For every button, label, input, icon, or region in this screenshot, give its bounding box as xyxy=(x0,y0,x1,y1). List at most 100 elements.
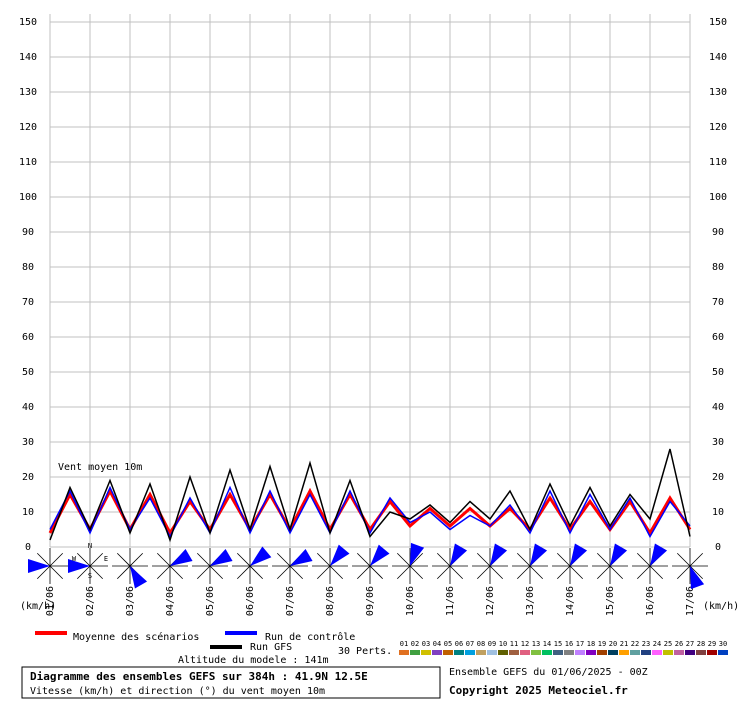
perturbation-swatch xyxy=(619,650,629,655)
x-tick-label: 05/06 xyxy=(205,586,216,616)
perturbation-label: 17 xyxy=(576,640,584,648)
y-tick-label: 20 xyxy=(22,472,34,483)
compass-label: W xyxy=(72,555,77,563)
perturbations-label: 30 Perts. xyxy=(338,646,392,657)
compass-label: N xyxy=(88,542,92,550)
perturbation-label: 09 xyxy=(488,640,496,648)
y-unit-left: (km/h) xyxy=(20,601,56,612)
y-tick-label: 80 xyxy=(22,262,34,273)
perturbation-swatch xyxy=(608,650,618,655)
perturbation-swatch xyxy=(630,650,640,655)
wind-direction xyxy=(330,544,350,566)
perturbation-label: 18 xyxy=(587,640,595,648)
wind-direction xyxy=(68,559,90,573)
perturbation-swatch xyxy=(432,650,442,655)
x-tick-label: 15/06 xyxy=(605,586,616,616)
y-tick-label: 40 xyxy=(22,402,34,413)
x-tick-label: 01/06 xyxy=(45,586,56,616)
perturbation-swatch xyxy=(531,650,541,655)
y-tick-label: 30 xyxy=(22,437,34,448)
x-tick-label: 14/06 xyxy=(565,586,576,616)
legend-label: Run de contrôle xyxy=(265,631,355,643)
y-tick-label: 0 xyxy=(25,542,31,553)
perturbation-label: 15 xyxy=(554,640,562,648)
y-tick-label: 120 xyxy=(19,122,37,133)
perturbation-label: 10 xyxy=(499,640,507,648)
y-tick-label-right: 0 xyxy=(715,542,721,553)
altitude: Altitude du modele : 141m xyxy=(178,655,329,666)
x-tick-label: 09/06 xyxy=(365,586,376,616)
wind-direction xyxy=(570,543,588,566)
y-tick-label-right: 10 xyxy=(712,507,724,518)
perturbation-swatch xyxy=(707,650,717,655)
perturbation-label: 12 xyxy=(521,640,529,648)
wind-direction xyxy=(169,548,193,566)
perturbation-label: 19 xyxy=(598,640,606,648)
perturbation-swatch xyxy=(663,650,673,655)
perturbation-swatch xyxy=(542,650,552,655)
x-tick-label: 03/06 xyxy=(125,586,136,616)
perturbation-swatch xyxy=(520,650,530,655)
perturbation-label: 30 xyxy=(719,640,727,648)
y-tick-label-right: 110 xyxy=(709,157,727,168)
wind-direction xyxy=(370,544,390,566)
perturbation-label: 14 xyxy=(543,640,551,648)
perturbation-swatch xyxy=(399,650,409,655)
perturbation-label: 21 xyxy=(620,640,628,648)
wind-direction xyxy=(690,566,705,590)
series-line xyxy=(48,487,692,537)
perturbation-swatch xyxy=(652,650,662,655)
info-box xyxy=(21,666,441,699)
perturbation-swatch xyxy=(718,650,728,655)
y-tick-label: 90 xyxy=(22,227,34,238)
perturbation-swatch xyxy=(509,650,519,655)
copyright: Copyright 2025 Meteociel.fr xyxy=(449,684,628,697)
y-tick-label: 110 xyxy=(19,157,37,168)
wind-direction xyxy=(290,548,313,566)
perturbation-swatch xyxy=(487,650,497,655)
wind-direction xyxy=(130,566,148,589)
perturbation-swatch xyxy=(553,650,563,655)
compass-label: S xyxy=(88,572,92,580)
y-tick-label-right: 80 xyxy=(712,262,724,273)
perturbation-swatch xyxy=(575,650,585,655)
y-tick-label-right: 90 xyxy=(712,227,724,238)
x-tick-label: 16/06 xyxy=(645,586,656,616)
perturbation-swatch xyxy=(597,650,607,655)
perturbation-label: 25 xyxy=(664,640,672,648)
y-tick-label: 10 xyxy=(22,507,34,518)
perturbation-label: 04 xyxy=(433,640,441,648)
perturbation-label: 29 xyxy=(708,640,716,648)
y-tick-label: 130 xyxy=(19,87,37,98)
x-tick-label: 06/06 xyxy=(245,586,256,616)
wind-direction xyxy=(650,543,668,566)
perturbation-label: 06 xyxy=(455,640,463,648)
y-tick-label-right: 50 xyxy=(712,367,724,378)
y-tick-label-right: 120 xyxy=(709,122,727,133)
perturbation-label: 07 xyxy=(466,640,474,648)
x-tick-label: 12/06 xyxy=(485,586,496,616)
x-tick-label: 17/06 xyxy=(685,586,696,616)
y-tick-label-right: 70 xyxy=(712,297,724,308)
perturbation-label: 28 xyxy=(697,640,705,648)
perturbation-label: 05 xyxy=(444,640,452,648)
y-tick-label: 100 xyxy=(19,192,37,203)
x-tick-label: 04/06 xyxy=(165,586,176,616)
y-tick-label: 140 xyxy=(19,52,37,63)
perturbation-label: 20 xyxy=(609,640,617,648)
perturbation-label: 23 xyxy=(642,640,650,648)
box-title: Diagramme des ensembles GEFS sur 384h : … xyxy=(30,670,368,683)
y-tick-label: 60 xyxy=(22,332,34,343)
x-tick-label: 10/06 xyxy=(405,586,416,616)
perturbation-label: 13 xyxy=(532,640,540,648)
y-tick-label-right: 100 xyxy=(709,192,727,203)
perturbation-label: 01 xyxy=(400,640,408,648)
perturbation-swatch xyxy=(421,650,431,655)
y-tick-label-right: 60 xyxy=(712,332,724,343)
perturbation-swatch xyxy=(410,650,420,655)
perturbation-label: 24 xyxy=(653,640,661,648)
perturbation-label: 11 xyxy=(510,640,518,648)
perturbation-swatch xyxy=(685,650,695,655)
perturbation-label: 27 xyxy=(686,640,694,648)
